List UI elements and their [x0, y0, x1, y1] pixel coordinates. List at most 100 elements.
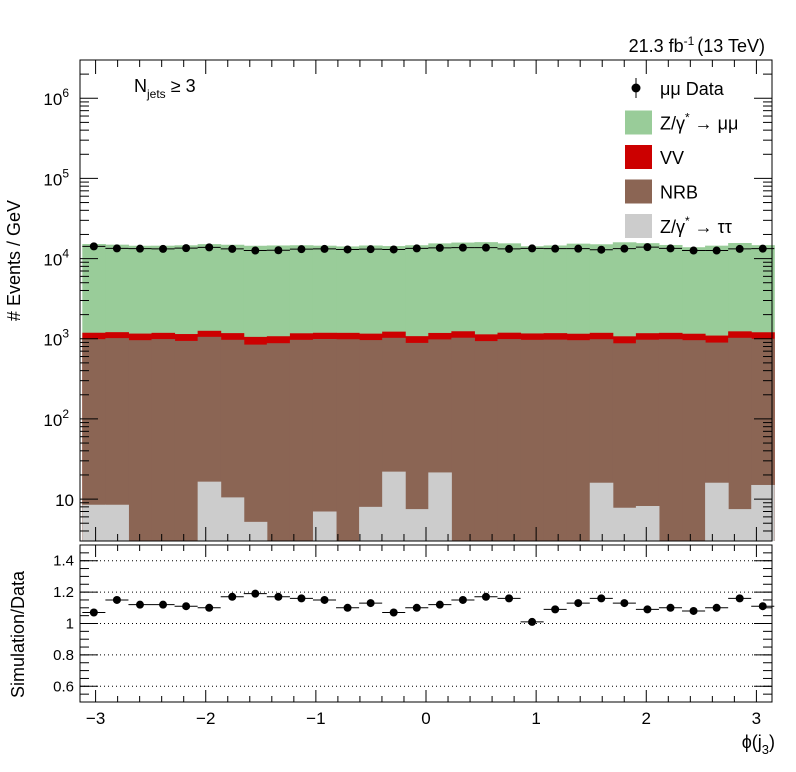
ratio-y-tick-label: 1.2	[53, 584, 74, 601]
data-point	[89, 242, 98, 251]
x-tick-label: 2	[642, 709, 651, 728]
ratio-point	[389, 608, 398, 617]
data-point	[666, 244, 675, 253]
bar	[705, 482, 729, 541]
data-point	[412, 244, 421, 253]
data-point	[205, 243, 214, 252]
bar	[197, 481, 222, 541]
data-point	[135, 244, 144, 253]
x-tick-label: −1	[306, 709, 325, 728]
bar	[174, 340, 199, 541]
data-point	[274, 246, 283, 255]
x-tick-label: 3	[752, 709, 761, 728]
main-plot: 10 102 103 104 105 106 μμ Data Z/γ* → μμ VV NRB Z…	[43, 59, 775, 542]
ratio-plot-ticks: −3 −2 −1 0 1 2 3 0.6 0.8 1 1.2 1.4	[53, 545, 772, 728]
stacked-histograms	[82, 242, 775, 542]
ratio-y-tick-label: 1	[66, 616, 74, 633]
bar	[289, 339, 314, 541]
bar	[151, 339, 176, 541]
bar	[635, 339, 660, 541]
ratio-point	[435, 600, 444, 609]
data-point	[528, 244, 537, 253]
bar	[243, 344, 268, 541]
ratio-point	[228, 592, 237, 601]
bar	[312, 339, 337, 541]
ratio-point	[205, 603, 214, 612]
legend: μμ Data Z/γ* → μμ VV NRB Z/γ* → ττ	[625, 78, 738, 238]
bar	[520, 339, 545, 541]
data-point	[620, 244, 629, 253]
bar	[728, 337, 752, 541]
data-point	[758, 244, 767, 253]
legend-swatch	[625, 145, 652, 169]
data-point	[505, 244, 514, 253]
data-point	[481, 243, 490, 252]
bar	[474, 341, 499, 541]
bar	[82, 504, 106, 541]
data-point	[574, 244, 583, 253]
x-tick-label: 0	[421, 709, 430, 728]
ratio-point	[112, 595, 121, 604]
bar	[612, 507, 637, 541]
legend-label: μμ Data	[660, 79, 725, 99]
x-tick-label: 1	[531, 709, 540, 728]
bar	[543, 339, 568, 541]
data-point	[112, 244, 121, 253]
data-point	[389, 245, 398, 254]
data-point	[643, 243, 652, 252]
bar	[243, 521, 268, 541]
ratio-y-axis-label: Simulation/Data	[8, 570, 28, 698]
ratio-point	[366, 599, 375, 608]
y-axis-label: # Events / GeV	[4, 200, 24, 321]
ratio-y-tick-label: 0.8	[53, 647, 74, 664]
ratio-point	[551, 605, 560, 614]
legend-label: VV	[660, 148, 684, 168]
ratio-point	[251, 589, 260, 598]
legend-marker	[631, 83, 641, 93]
data-point	[366, 245, 375, 254]
y-tick-label: 102	[43, 407, 69, 430]
ratio-point	[320, 595, 329, 604]
bar	[612, 343, 637, 541]
legend-label: Z/γ* → ττ	[660, 214, 732, 237]
selection-label: Njets ≥ 3	[134, 76, 196, 101]
bar	[405, 342, 429, 541]
ratio-point	[297, 594, 306, 603]
ratio-point	[458, 595, 467, 604]
y-tick-label: 105	[43, 166, 69, 189]
data-point	[251, 246, 260, 255]
bar	[220, 497, 245, 541]
ratio-point	[528, 617, 537, 626]
luminosity-label: 21.3 fb-1 (13 TeV)	[629, 34, 765, 56]
ratio-point	[689, 606, 698, 615]
data-point	[297, 245, 306, 254]
data-point	[712, 246, 721, 255]
ratio-point	[274, 592, 283, 601]
ratio-plot: −3 −2 −1 0 1 2 3 0.6 0.8 1 1.2 1.4	[53, 544, 775, 728]
bar	[566, 340, 591, 541]
bar	[451, 337, 475, 541]
ratio-point	[666, 603, 675, 612]
ratio-point	[481, 592, 490, 601]
ratio-point	[135, 600, 144, 609]
ratio-y-tick-label: 0.6	[53, 678, 74, 695]
y-tick-label: 104	[43, 247, 69, 270]
legend-swatch	[625, 214, 652, 238]
ratio-point	[89, 608, 98, 617]
bar	[82, 339, 106, 541]
bar	[312, 511, 337, 541]
bar	[497, 339, 522, 541]
bar	[220, 339, 245, 541]
ratio-point	[412, 603, 421, 612]
bar	[128, 340, 153, 541]
ratio-gridlines	[80, 560, 772, 687]
bar	[359, 506, 383, 541]
bar	[266, 343, 291, 541]
x-axis-label: ϕ(j3)	[742, 732, 775, 757]
bar	[658, 339, 683, 541]
ratio-point	[620, 599, 629, 608]
ratio-point	[597, 594, 606, 603]
ratio-point	[758, 602, 767, 611]
bar	[359, 340, 383, 541]
